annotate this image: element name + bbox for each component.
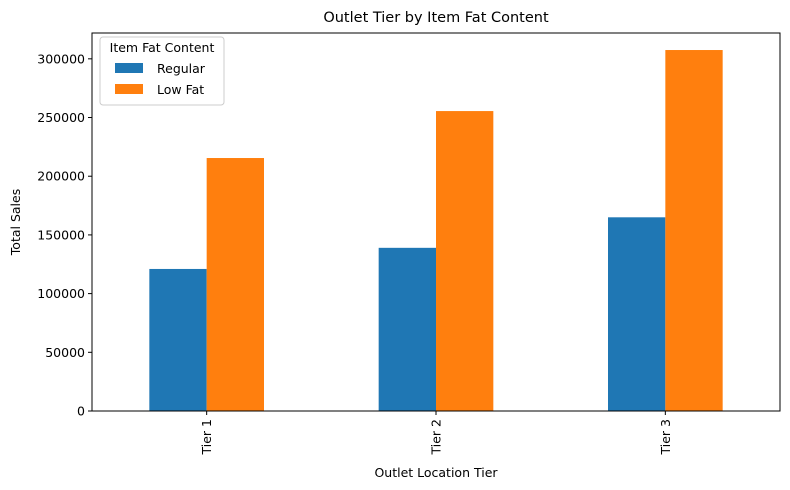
bar-low-fat-tier-2 [436,111,494,411]
bar-low-fat-tier-1 [206,158,264,411]
x-tick-label: Tier 1 [199,419,214,455]
bars [149,50,723,412]
chart-title: Outlet Tier by Item Fat Content [323,10,549,26]
bar-regular-tier-1 [149,268,207,411]
x-axis-label: Outlet Location Tier [374,465,498,480]
legend-label-low-fat: Low Fat [157,82,204,97]
y-tick-label: 50000 [45,345,85,360]
y-tick-label: 150000 [37,227,85,242]
legend: Item Fat Content Regular Low Fat [99,36,225,106]
legend-swatch-low-fat [115,84,143,94]
y-tick-label: 200000 [37,169,85,184]
y-tick-label: 300000 [37,51,85,66]
y-axis: 0 50000 100000 150000 200000 250000 300000 [37,51,92,419]
bar-low-fat-tier-3 [665,50,723,412]
legend-label-regular: Regular [157,61,206,76]
y-tick-label: 0 [77,404,85,419]
y-tick-label: 250000 [37,110,85,125]
x-axis: Tier 1 Tier 2 Tier 3 [199,411,673,455]
y-axis-label: Total Sales [8,189,23,256]
x-tick-label: Tier 2 [429,419,444,455]
y-tick-label: 100000 [37,286,85,301]
bar-regular-tier-2 [378,247,436,411]
x-tick-label: Tier 3 [658,419,673,455]
legend-title: Item Fat Content [110,40,215,55]
legend-swatch-regular [115,63,143,73]
bar-regular-tier-3 [608,217,666,411]
